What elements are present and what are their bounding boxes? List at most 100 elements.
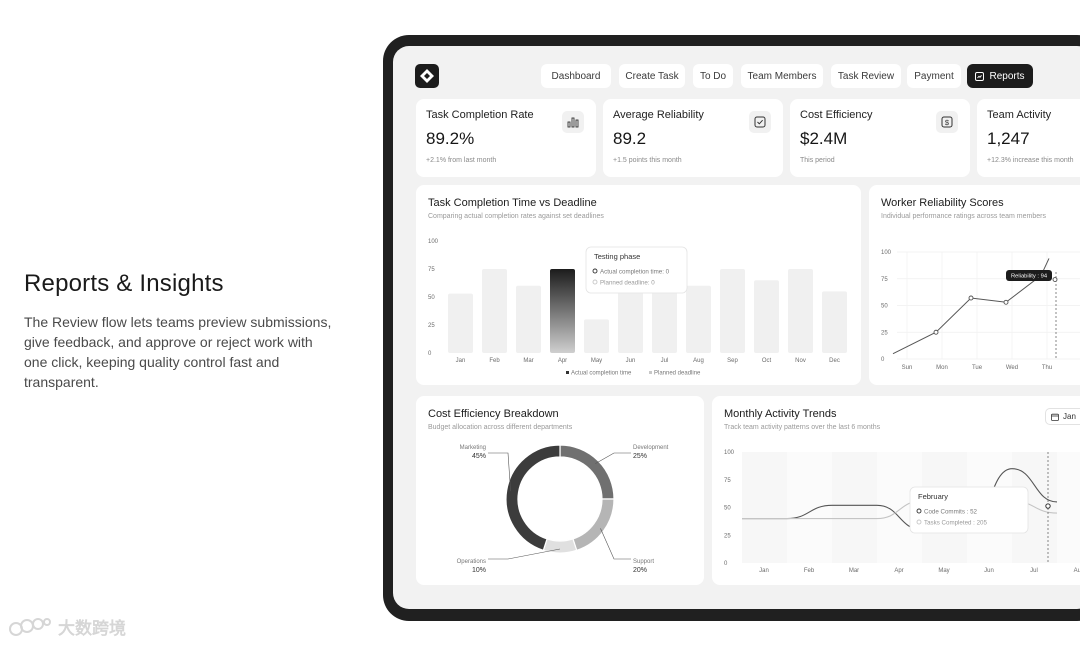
grid-band [832,452,877,563]
legend-actual: Actual completion time [571,371,632,377]
bar-jul [652,276,677,353]
x-tick-label: May [938,568,949,574]
panel-title: Monthly Activity Trends [724,408,837,420]
reliability-badge-text: Reliability : 94 [1011,274,1048,280]
tooltip-line: Tasks Completed : 205 [924,520,987,527]
nav-task-review[interactable]: Task Review [831,64,901,88]
chart-legend: Actual completion time Planned deadline [566,371,701,377]
leader-line [488,548,561,560]
bar-mar [516,285,541,353]
reports-icon [975,71,985,81]
nav-reports-label: Reports [989,70,1025,82]
hero-title: Reports & Insights [24,270,224,297]
panel-subtitle: Individual performance ratings across te… [881,213,1046,220]
x-tick-label: Tue [972,365,983,371]
slice-value: 20% [633,567,647,574]
series-line-0 [742,468,1058,531]
nav-reports[interactable]: Reports [967,64,1033,88]
slice-label: Support [633,559,654,565]
y-tick-label: 25 [881,330,888,336]
stat-subtext: This period [800,157,835,164]
month-filter-dropdown[interactable]: Jan [1045,408,1080,425]
x-tick-label: Apr [894,568,903,574]
x-tick-label: Mar [849,568,859,574]
x-tick-label: Dec [829,358,840,364]
slice-value: 10% [472,567,486,574]
y-tick-label: 100 [428,239,439,245]
y-tick-label: 75 [881,277,888,283]
x-tick-label: Mar [523,358,533,364]
y-tick-label: 25 [724,533,731,539]
tooltip-line: Code Commits : 52 [924,509,978,516]
y-tick-label: 50 [428,295,435,301]
completion-chart-panel: Task Completion Time vs Deadline Compari… [416,185,861,385]
data-point [1052,277,1058,282]
cost-breakdown-panel: Cost Efficiency Breakdown Budget allocat… [416,396,704,585]
slice-value: 25% [633,453,647,460]
data-point [1003,299,1009,305]
slice-development [559,444,615,500]
panel-subtitle: Comparing actual completion rates agains… [428,213,604,220]
slice-operations [542,538,578,554]
x-tick-label: Jan [456,358,466,364]
dashboard-screen: Dashboard Create Task To Do Team Members… [393,46,1080,609]
chart-tooltip: February Code Commits : 52 Tasks Complet… [909,486,1029,534]
x-tick-label: Jul [1030,568,1038,574]
data-point [1045,503,1051,509]
data-point [968,295,974,301]
x-tick-label: Apr [558,358,567,364]
y-tick-label: 75 [428,267,435,273]
leader-line [595,452,631,464]
stat-card-completion-rate: Task Completion Rate 89.2% +2.1% from la… [416,99,596,177]
stat-subtext: +12.3% increase this month [987,157,1074,164]
panel-title: Task Completion Time vs Deadline [428,197,597,209]
x-tick-label: Feb [804,568,815,574]
y-tick-label: 25 [428,323,435,329]
y-tick-label: 50 [724,506,731,512]
stat-title: Team Activity [987,109,1052,121]
grid-band [787,452,832,563]
y-tick-label: 0 [428,351,432,357]
nav-team-members[interactable]: Team Members [741,64,823,88]
calendar-icon [1051,413,1059,421]
slice-label: Operations [457,559,486,565]
reliability-badge: Reliability : 94 [1006,270,1052,281]
y-tick-label: 50 [881,304,888,310]
reliability-chart-panel: Worker Reliability Scores Individual per… [869,185,1080,385]
watermark: 大数跨境 [8,614,126,639]
hero-description: The Review flow lets teams preview submi… [24,314,332,390]
y-tick-label: 0 [724,561,728,567]
nav-to-do[interactable]: To Do [693,64,733,88]
x-tick-label: Aug [1074,568,1080,574]
nav-payment[interactable]: Payment [907,64,961,88]
x-tick-label: Mon [936,365,948,371]
activity-line-chart: 0 25 50 75 100 Jan Feb Mar Apr May Jun Jul Aug Febr… [724,450,1080,574]
x-tick-label: May [591,358,602,364]
chart-tooltip: Testing phase Actual completion time: 0 … [585,246,688,294]
stat-value: 1,247 [987,129,1030,148]
reliability-line-chart: 0 25 50 75 100 Sun Mon Tue Wed Thu Reliability :… [881,250,1080,371]
nav-create-task[interactable]: Create Task [619,64,685,88]
stat-title: Task Completion Rate [426,109,534,121]
stat-value: $2.4M [800,129,848,148]
nav-dashboard[interactable]: Dashboard [541,64,611,88]
stat-card-reliability: Average Reliability 89.2 +1.5 points thi… [603,99,783,177]
y-tick-label: 0 [881,357,885,363]
x-tick-label: Feb [489,358,500,364]
tooltip-line: Actual completion time: 0 [600,269,670,276]
stat-card-team-activity: Team Activity 1,247 +12.3% increase this… [977,99,1080,177]
stat-value: 89.2 [613,129,647,148]
y-tick-label: 100 [881,250,892,256]
svg-text:$: $ [945,118,950,127]
slice-marketing [505,444,561,552]
leader-line [600,528,631,560]
bar-feb [482,269,507,353]
tooltip-line: Planned deadline: 0 [600,280,655,287]
data-point [933,329,939,335]
app-logo[interactable] [415,64,439,88]
slice-value: 45% [472,453,486,460]
bar-apr [550,269,575,353]
tooltip-title: Testing phase [594,252,640,261]
bar-jun [618,288,643,353]
grid-band [742,452,787,563]
